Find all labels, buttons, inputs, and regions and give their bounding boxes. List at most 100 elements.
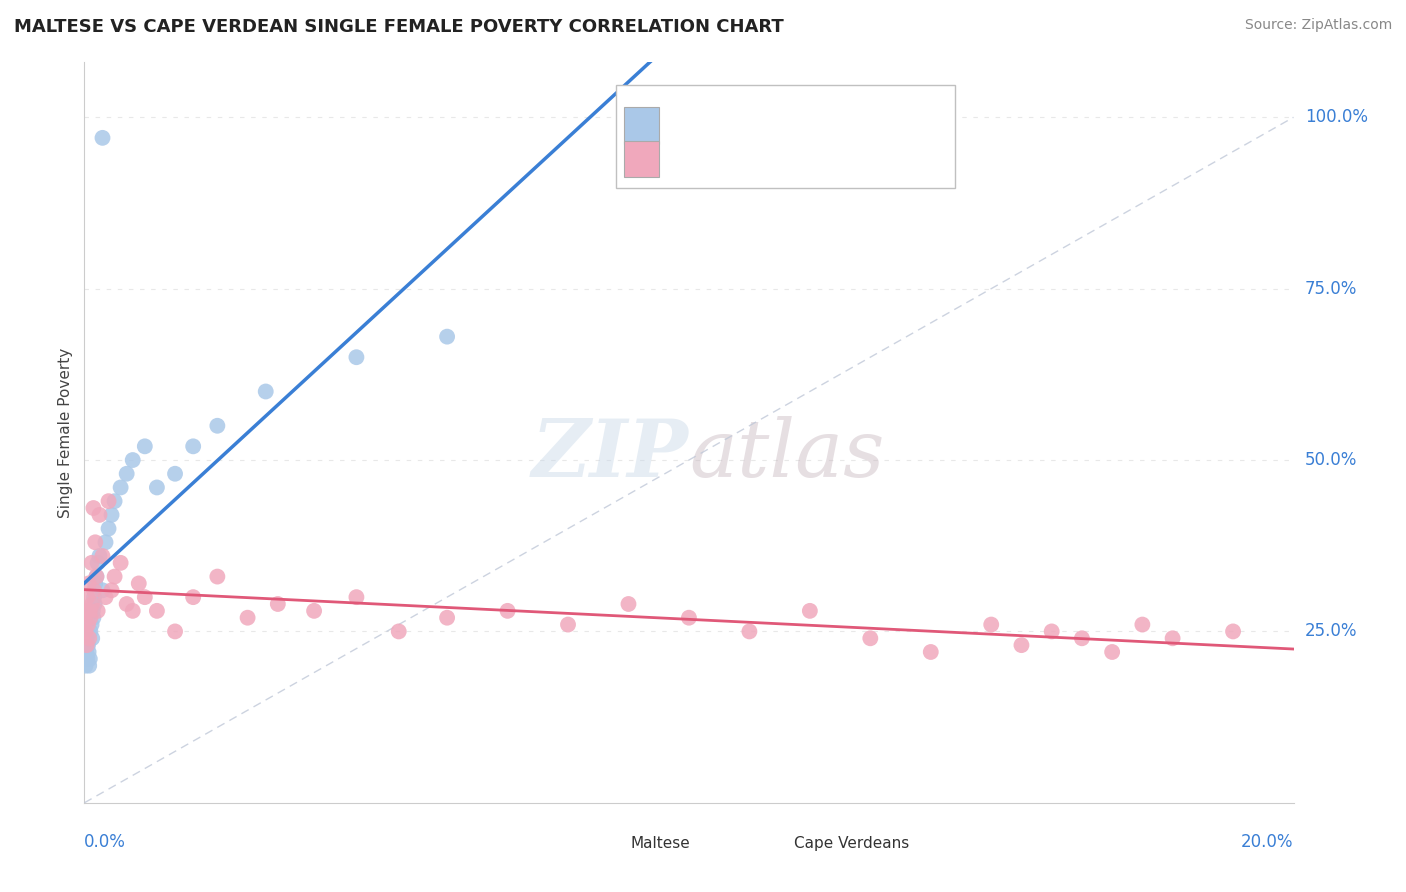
Point xyxy=(920,645,942,659)
Point xyxy=(104,494,127,508)
Point xyxy=(83,597,105,611)
Point xyxy=(89,549,111,563)
Text: 0.0%: 0.0% xyxy=(84,833,127,851)
Text: Source: ZipAtlas.com: Source: ZipAtlas.com xyxy=(1244,18,1392,32)
Point xyxy=(76,632,98,646)
FancyBboxPatch shape xyxy=(624,107,659,144)
Point xyxy=(100,508,122,522)
Point xyxy=(134,439,156,453)
Point xyxy=(738,624,761,639)
Point xyxy=(1071,632,1094,646)
Point xyxy=(181,590,204,604)
Text: Cape Verdeans: Cape Verdeans xyxy=(794,836,910,851)
Text: 25.0%: 25.0% xyxy=(1305,623,1357,640)
Point xyxy=(75,658,97,673)
Text: 100.0%: 100.0% xyxy=(1305,108,1368,127)
Point xyxy=(91,549,114,563)
Text: 20.0%: 20.0% xyxy=(1241,833,1294,851)
Text: MALTESE VS CAPE VERDEAN SINGLE FEMALE POVERTY CORRELATION CHART: MALTESE VS CAPE VERDEAN SINGLE FEMALE PO… xyxy=(14,18,783,36)
Point xyxy=(115,467,138,481)
Point xyxy=(94,590,117,604)
Point xyxy=(75,624,97,639)
Point xyxy=(496,604,519,618)
Point xyxy=(115,597,138,611)
Point xyxy=(77,658,100,673)
Point xyxy=(97,522,120,536)
Point xyxy=(77,576,100,591)
Point xyxy=(1040,624,1063,639)
FancyBboxPatch shape xyxy=(616,85,955,188)
Point xyxy=(980,617,1002,632)
FancyBboxPatch shape xyxy=(596,827,627,860)
Point xyxy=(859,632,882,646)
Point xyxy=(76,638,98,652)
Point xyxy=(86,569,108,583)
Point xyxy=(181,439,204,453)
Point xyxy=(77,645,100,659)
Point xyxy=(91,131,114,145)
Point xyxy=(254,384,277,399)
Point xyxy=(91,583,114,598)
Point xyxy=(267,597,290,611)
Point xyxy=(436,610,458,624)
Point xyxy=(83,583,105,598)
Point xyxy=(104,569,127,583)
Point xyxy=(146,604,169,618)
Point xyxy=(76,652,98,666)
Y-axis label: Single Female Poverty: Single Female Poverty xyxy=(58,348,73,517)
FancyBboxPatch shape xyxy=(759,827,790,860)
Text: ZIP: ZIP xyxy=(531,416,689,493)
Point xyxy=(86,569,108,583)
Point xyxy=(94,535,117,549)
Point xyxy=(1011,638,1033,652)
Point xyxy=(346,590,368,604)
Text: R =  0.593   N = 36: R = 0.593 N = 36 xyxy=(668,118,851,133)
Point xyxy=(77,638,100,652)
Point xyxy=(146,480,169,494)
Point xyxy=(165,467,187,481)
Point xyxy=(77,617,100,632)
Point xyxy=(165,624,187,639)
Text: atlas: atlas xyxy=(689,416,884,493)
Point xyxy=(121,453,143,467)
Point xyxy=(82,604,104,618)
Point xyxy=(302,604,325,618)
Point xyxy=(89,508,111,522)
Point xyxy=(100,583,122,598)
Point xyxy=(77,632,100,646)
Point xyxy=(75,645,97,659)
Point xyxy=(236,610,259,624)
Point xyxy=(1222,624,1244,639)
Point xyxy=(346,350,368,364)
Point xyxy=(79,604,101,618)
Point xyxy=(1161,632,1184,646)
Point xyxy=(79,610,101,624)
Point xyxy=(110,480,132,494)
Point xyxy=(79,652,101,666)
Point xyxy=(128,576,150,591)
Point xyxy=(82,597,104,611)
Point xyxy=(82,501,104,516)
Text: 75.0%: 75.0% xyxy=(1305,280,1357,298)
Point xyxy=(557,617,579,632)
Point xyxy=(617,597,640,611)
Text: Maltese: Maltese xyxy=(631,836,690,851)
Point xyxy=(82,632,104,646)
Point xyxy=(207,569,229,583)
Point xyxy=(1101,645,1123,659)
Point xyxy=(86,604,108,618)
Point xyxy=(134,590,156,604)
Point xyxy=(84,535,107,549)
Point xyxy=(79,624,101,639)
Point xyxy=(84,576,107,591)
Point xyxy=(76,590,98,604)
Point xyxy=(110,556,132,570)
Point xyxy=(121,604,143,618)
Point xyxy=(83,590,105,604)
Point xyxy=(799,604,821,618)
Point xyxy=(97,494,120,508)
Point xyxy=(1130,617,1153,632)
FancyBboxPatch shape xyxy=(624,141,659,177)
Point xyxy=(82,610,104,624)
Text: R = -0.065   N = 53: R = -0.065 N = 53 xyxy=(668,151,851,166)
